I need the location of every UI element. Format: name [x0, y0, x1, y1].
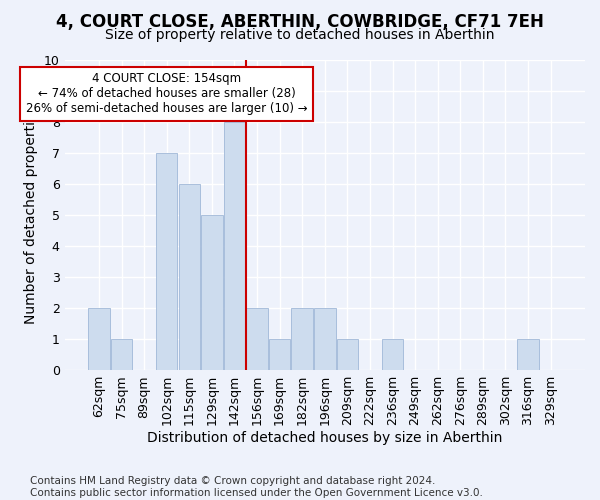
- Text: Size of property relative to detached houses in Aberthin: Size of property relative to detached ho…: [105, 28, 495, 42]
- Bar: [337, 339, 358, 370]
- X-axis label: Distribution of detached houses by size in Aberthin: Distribution of detached houses by size …: [147, 431, 502, 445]
- Bar: [88, 308, 110, 370]
- Bar: [382, 339, 403, 370]
- Bar: [314, 308, 335, 370]
- Bar: [269, 339, 290, 370]
- Bar: [247, 308, 268, 370]
- Bar: [111, 339, 132, 370]
- Text: 4, COURT CLOSE, ABERTHIN, COWBRIDGE, CF71 7EH: 4, COURT CLOSE, ABERTHIN, COWBRIDGE, CF7…: [56, 12, 544, 30]
- Y-axis label: Number of detached properties: Number of detached properties: [24, 106, 38, 324]
- Bar: [224, 122, 245, 370]
- Bar: [292, 308, 313, 370]
- Bar: [201, 215, 223, 370]
- Text: Contains HM Land Registry data © Crown copyright and database right 2024.
Contai: Contains HM Land Registry data © Crown c…: [30, 476, 483, 498]
- Bar: [517, 339, 539, 370]
- Bar: [156, 153, 178, 370]
- Text: 4 COURT CLOSE: 154sqm
← 74% of detached houses are smaller (28)
26% of semi-deta: 4 COURT CLOSE: 154sqm ← 74% of detached …: [26, 72, 308, 116]
- Bar: [179, 184, 200, 370]
